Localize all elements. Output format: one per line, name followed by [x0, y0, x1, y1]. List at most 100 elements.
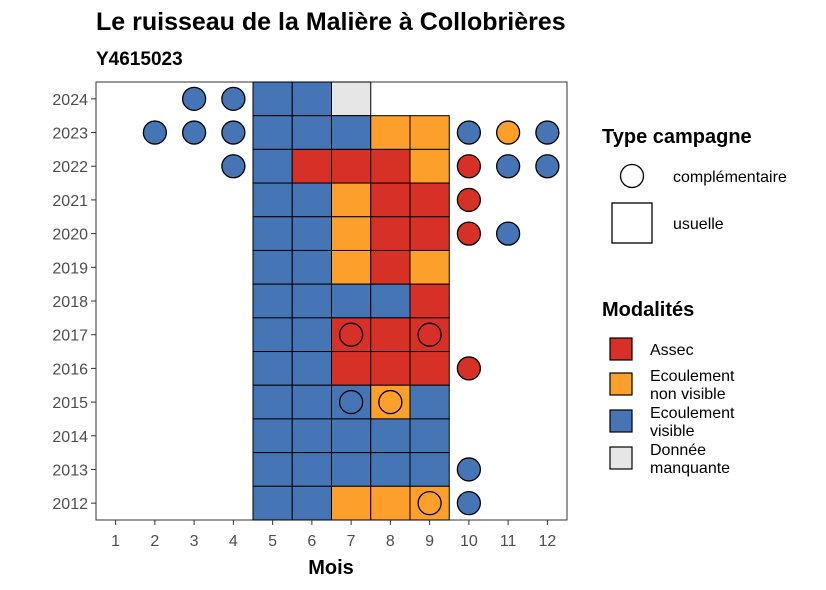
tile-2020-6: [291, 216, 332, 251]
legend-key-donnee_manquante: [609, 446, 633, 470]
tile-2018-9: [409, 283, 450, 319]
point-2024-3: [181, 86, 207, 111]
tile-2016-7: [331, 351, 372, 386]
y-tick-label-2014: 2014: [52, 429, 88, 446]
y-tick-label-2020: 2020: [52, 227, 88, 244]
y-tick-label-2022: 2022: [52, 159, 88, 176]
tile-2016-9: [409, 351, 450, 386]
legend-modalites-title: Modalités: [602, 299, 694, 321]
point-2012-9: [417, 491, 442, 516]
x-tick-label-4: 4: [229, 533, 238, 550]
tile-2019-5: [252, 249, 293, 285]
y-tick-label-2023: 2023: [52, 126, 88, 143]
tile-2013-5: [252, 452, 293, 487]
tile-2014-8: [370, 418, 411, 454]
chart-title: Le ruisseau de la Malière à Collobrières: [96, 8, 566, 36]
tile-2023-9: [409, 115, 450, 150]
tile-2017-5: [252, 317, 293, 353]
point-2024-4: [221, 86, 246, 111]
point-2017-7: [338, 322, 364, 347]
point-2022-10: [456, 154, 482, 179]
tile-2015-9: [409, 384, 450, 420]
tile-2017-8: [370, 317, 411, 353]
legend-label-donnee_manquante-1: manquante: [650, 460, 730, 477]
tile-2019-9: [409, 249, 450, 285]
tile-2016-5: [252, 351, 293, 386]
legend-label-ecoulement_visible-1: visible: [650, 423, 695, 440]
x-tick-label-8: 8: [386, 533, 395, 550]
tile-2021-6: [291, 182, 332, 218]
tile-2018-5: [252, 283, 293, 319]
tile-2021-8: [370, 182, 411, 218]
tile-2020-8: [370, 216, 411, 251]
legend-square-usuelle: [611, 202, 653, 244]
x-axis-title: Mois: [308, 557, 354, 579]
tile-2021-9: [409, 182, 450, 218]
tile-2018-6: [291, 283, 332, 319]
x-tick-label-1: 1: [111, 533, 120, 550]
legend-label-ecoulement_visible-0: Ecoulement: [650, 405, 735, 422]
legend-label-usuelle: usuelle: [673, 216, 724, 233]
point-2020-10: [456, 221, 482, 246]
point-2017-9: [417, 322, 442, 347]
tile-2018-8: [370, 283, 411, 319]
point-2023-11: [495, 120, 521, 145]
point-2013-10: [456, 457, 482, 482]
tile-2015-5: [252, 384, 293, 420]
tile-2019-6: [291, 249, 332, 285]
y-tick-label-2021: 2021: [52, 193, 88, 210]
point-2022-11: [495, 154, 521, 179]
tile-2012-5: [252, 485, 293, 521]
tile-2017-6: [291, 317, 332, 353]
x-tick-label-10: 10: [460, 533, 478, 550]
y-tick-label-2024: 2024: [52, 92, 88, 109]
y-axis: 2012 2013 2014 2015 2016 2017 2018 2019 2020 2021…: [52, 92, 96, 513]
x-tick-label-11: 11: [500, 533, 517, 550]
tile-2012-8: [370, 485, 411, 521]
y-tick-label-2018: 2018: [52, 294, 88, 311]
legend-label-assec-0: Assec: [650, 342, 694, 359]
tile-2023-6: [291, 115, 332, 150]
tile-2023-5: [252, 115, 293, 150]
tile-2019-8: [370, 249, 411, 285]
tile-2014-7: [331, 418, 372, 454]
y-tick-label-2015: 2015: [52, 395, 88, 412]
legend-label-donnee_manquante-0: Donnée: [650, 442, 706, 459]
y-tick-label-2019: 2019: [52, 260, 88, 277]
tile-2022-9: [409, 148, 450, 184]
tile-2012-6: [291, 485, 332, 521]
tile-2012-7: [331, 485, 372, 521]
y-tick-label-2013: 2013: [52, 462, 88, 479]
tile-2013-8: [370, 452, 411, 487]
tile-2024-7: [331, 81, 372, 117]
tile-2022-8: [370, 148, 411, 184]
tile-2024-5: [252, 81, 293, 117]
legend-key-ecoulement_non_visible: [609, 372, 633, 396]
tile-2021-5: [252, 182, 293, 218]
x-axis: 1 2 3 4 5 6 7 8 9 10 11 12: [111, 520, 556, 550]
point-2023-12: [535, 120, 560, 145]
point-2022-12: [535, 154, 560, 179]
x-tick-label-9: 9: [425, 533, 434, 550]
point-2020-11: [495, 221, 521, 246]
chart-subtitle: Y4615023: [96, 49, 183, 70]
tile-2016-6: [291, 351, 332, 386]
x-tick-label-7: 7: [347, 533, 356, 550]
point-2023-10: [456, 120, 482, 145]
point-2015-7: [338, 389, 364, 415]
legend-campagne-title: Type campagne: [602, 126, 752, 148]
tile-2020-5: [252, 216, 293, 251]
legend-label-complementaire: complémentaire: [673, 169, 787, 186]
tile-2015-6: [291, 384, 332, 420]
x-tick-label-6: 6: [307, 533, 316, 550]
tile-2014-9: [409, 418, 450, 454]
tile-2024-6: [291, 81, 332, 117]
x-tick-label-2: 2: [150, 533, 159, 550]
legend-key-assec: [609, 337, 633, 361]
legend-label-ecoulement_non_visible-0: Ecoulement: [650, 368, 735, 385]
tile-2019-7: [331, 249, 372, 285]
tile-2013-9: [409, 452, 450, 487]
point-2023-2: [142, 120, 168, 145]
tile-2014-6: [291, 418, 332, 454]
